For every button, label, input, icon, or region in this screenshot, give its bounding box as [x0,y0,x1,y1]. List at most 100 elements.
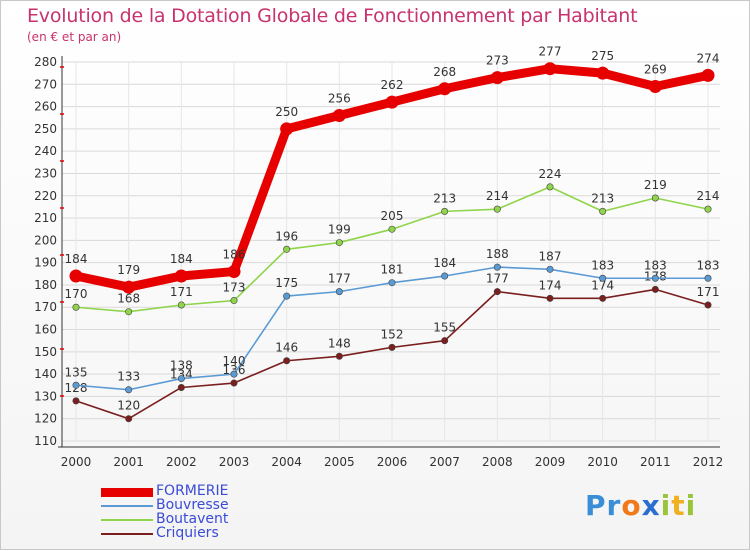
data-point-formerie-2007 [438,82,452,96]
chart-legend: FORMERIE Bouvresse Boutavent Criquiers [101,483,301,541]
x-tick-label-2001: 2001 [113,455,144,469]
x-tick-label-2002: 2002 [166,455,197,469]
y-tick-label-160: 160 [34,323,57,337]
data-label-boutavent-2001: 168 [117,292,140,306]
y-tick-label-180: 180 [34,278,57,292]
data-point-criquiers-2007 [441,337,449,345]
data-point-formerie-2006 [385,95,399,109]
y-tick-label-110: 110 [34,434,57,448]
data-point-criquiers-2010 [599,294,607,302]
data-label-formerie-2005: 256 [328,92,351,106]
legend-label-criquiers: Criquiers [156,525,219,541]
x-tick-label-2008: 2008 [482,455,513,469]
data-label-boutavent-2012: 214 [697,189,720,203]
chart-title: Evolution de la Dotation Globale de Fonc… [27,5,638,27]
data-point-bouvresse-2003 [230,370,238,378]
x-tick-label-2011: 2011 [640,455,671,469]
x-tick-label-2003: 2003 [219,455,250,469]
data-point-boutavent-2003 [230,297,238,305]
data-point-boutavent-2010 [599,207,607,215]
data-point-criquiers-2001 [125,415,133,423]
data-label-bouvresse-2012: 183 [697,258,720,272]
data-label-boutavent-2010: 213 [591,191,614,205]
legend-label-boutavent: Boutavent [156,511,229,527]
data-label-bouvresse-2002: 138 [170,359,193,373]
data-point-formerie-2012 [701,68,715,82]
x-tick-label-2004: 2004 [271,455,302,469]
y-tick-label-240: 240 [34,144,57,158]
data-point-boutavent-2011 [651,194,659,202]
data-point-criquiers-2002 [177,383,185,391]
data-label-boutavent-2005: 199 [328,223,351,237]
data-point-bouvresse-2009 [546,265,554,273]
data-point-bouvresse-2011 [651,274,659,282]
data-label-boutavent-2011: 219 [644,178,667,192]
y-tick-label-150: 150 [34,345,57,359]
data-label-formerie-2001: 179 [117,263,140,277]
data-point-bouvresse-2002 [177,375,185,383]
data-point-criquiers-2005 [335,352,343,360]
y-tick-label-210: 210 [34,211,57,225]
data-point-bouvresse-2006 [388,279,396,287]
data-label-criquiers-2007: 155 [433,321,456,335]
data-label-formerie-2011: 269 [644,63,667,77]
x-tick-label-2012: 2012 [693,455,724,469]
logo-letter: i [685,489,697,522]
data-label-formerie-2006: 262 [381,78,404,92]
data-point-criquiers-2006 [388,343,396,351]
y-tick-label-250: 250 [34,122,57,136]
logo-letter: x [641,489,661,522]
data-label-boutavent-2006: 205 [381,209,404,223]
data-point-formerie-2001 [122,280,136,294]
data-point-formerie-2005 [332,109,346,123]
legend-label-bouvresse: Bouvresse [156,497,229,513]
data-label-boutavent-2003: 173 [223,281,246,295]
logo-letter: t [671,489,686,522]
data-point-bouvresse-2001 [125,386,133,394]
x-tick-label-2005: 2005 [324,455,355,469]
logo-letter: r [606,489,622,522]
data-point-formerie-2003 [227,265,241,279]
data-point-criquiers-2011 [651,285,659,293]
data-label-formerie-2009: 277 [539,45,562,59]
data-label-criquiers-2012: 171 [697,285,720,299]
data-point-formerie-2008 [490,71,504,85]
data-label-boutavent-2000: 170 [65,287,88,301]
data-point-boutavent-2004 [283,245,291,253]
data-label-criquiers-2008: 177 [486,272,509,286]
data-label-bouvresse-2003: 140 [223,354,246,368]
data-label-bouvresse-2007: 184 [433,256,456,270]
data-label-bouvresse-2005: 177 [328,272,351,286]
data-label-formerie-2002: 184 [170,252,193,266]
data-label-bouvresse-2000: 135 [65,365,88,379]
y-tick-label-120: 120 [34,412,57,426]
legend-item-criquiers: Criquiers [101,525,301,541]
y-tick-label-200: 200 [34,233,57,247]
data-point-criquiers-2008 [493,288,501,296]
legend-item-boutavent: Boutavent [101,511,301,527]
data-point-bouvresse-2012 [704,274,712,282]
legend-swatch-bouvresse [101,505,153,507]
data-label-bouvresse-2006: 181 [381,263,404,277]
data-point-formerie-2002 [174,269,188,283]
y-tick-label-260: 260 [34,100,57,114]
data-point-bouvresse-2004 [283,292,291,300]
data-label-formerie-2007: 268 [433,65,456,79]
y-tick-label-230: 230 [34,166,57,180]
data-point-boutavent-2007 [441,207,449,215]
data-point-boutavent-2008 [493,205,501,213]
legend-swatch-criquiers [101,533,153,535]
data-label-criquiers-2006: 152 [381,327,404,341]
data-point-criquiers-2004 [283,357,291,365]
data-label-criquiers-2001: 120 [117,399,140,413]
logo-letter: i [660,489,672,522]
data-label-boutavent-2002: 171 [170,285,193,299]
data-point-formerie-2009 [543,62,557,76]
data-point-bouvresse-2007 [441,272,449,280]
data-point-boutavent-2012 [704,205,712,213]
data-point-boutavent-2000 [72,303,80,311]
x-tick-label-2006: 2006 [377,455,408,469]
data-label-formerie-2004: 250 [275,105,298,119]
